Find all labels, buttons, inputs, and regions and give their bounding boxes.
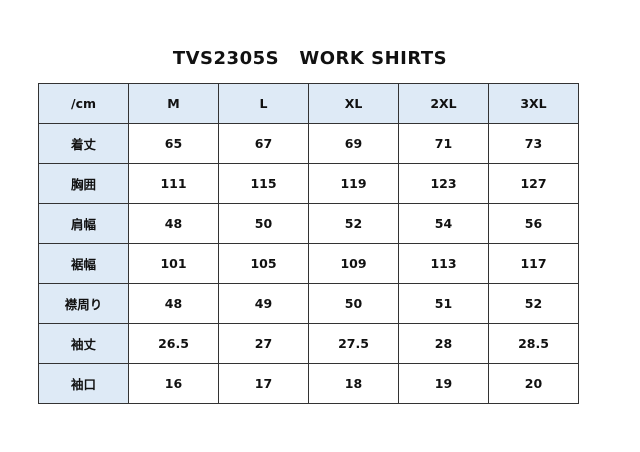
measurement-cell: 117	[488, 243, 579, 284]
table-row: 着丈 65 67 69 71 73	[38, 123, 579, 164]
measurement-cell: 16	[128, 363, 219, 404]
measurement-cell: 56	[488, 203, 579, 244]
measurement-cell: 69	[308, 123, 399, 164]
table-row: 裾幅 101 105 109 113 117	[38, 243, 579, 284]
size-header: M	[128, 83, 219, 124]
measurement-cell: 28	[398, 323, 489, 364]
row-label: 袖丈	[38, 323, 129, 364]
measurement-cell: 101	[128, 243, 219, 284]
measurement-cell: 17	[218, 363, 309, 404]
measurement-cell: 49	[218, 283, 309, 324]
row-label: 肩幅	[38, 203, 129, 244]
measurement-cell: 65	[128, 123, 219, 164]
row-label: 着丈	[38, 123, 129, 164]
measurement-cell: 48	[128, 283, 219, 324]
size-table: /cm M L XL 2XL 3XL 着丈 65 67 69 71 73 胸囲 111 115 119 123 1…	[38, 83, 579, 404]
row-label: 袖口	[38, 363, 129, 404]
unit-header: /cm	[38, 83, 129, 124]
measurement-cell: 28.5	[488, 323, 579, 364]
measurement-cell: 73	[488, 123, 579, 164]
measurement-cell: 71	[398, 123, 489, 164]
size-header: XL	[308, 83, 399, 124]
measurement-cell: 127	[488, 163, 579, 204]
measurement-cell: 26.5	[128, 323, 219, 364]
measurement-cell: 119	[308, 163, 399, 204]
table-row: 胸囲 111 115 119 123 127	[38, 163, 579, 204]
measurement-cell: 50	[218, 203, 309, 244]
row-label: 裾幅	[38, 243, 129, 284]
measurement-cell: 19	[398, 363, 489, 404]
measurement-cell: 67	[218, 123, 309, 164]
size-header: 2XL	[398, 83, 489, 124]
header-row: /cm M L XL 2XL 3XL	[38, 83, 579, 124]
measurement-cell: 27.5	[308, 323, 399, 364]
table-row: 袖口 16 17 18 19 20	[38, 363, 579, 404]
measurement-cell: 48	[128, 203, 219, 244]
measurement-cell: 52	[308, 203, 399, 244]
measurement-cell: 105	[218, 243, 309, 284]
measurement-cell: 123	[398, 163, 489, 204]
measurement-cell: 115	[218, 163, 309, 204]
measurement-cell: 51	[398, 283, 489, 324]
page-title: TVS2305S WORK SHIRTS	[172, 48, 448, 69]
table-row: 襟周り 48 49 50 51 52	[38, 283, 579, 324]
measurement-cell: 20	[488, 363, 579, 404]
measurement-cell: 109	[308, 243, 399, 284]
row-label: 襟周り	[38, 283, 129, 324]
measurement-cell: 52	[488, 283, 579, 324]
size-header: L	[218, 83, 309, 124]
measurement-cell: 18	[308, 363, 399, 404]
measurement-cell: 27	[218, 323, 309, 364]
measurement-cell: 113	[398, 243, 489, 284]
size-header: 3XL	[488, 83, 579, 124]
measurement-cell: 111	[128, 163, 219, 204]
measurement-cell: 50	[308, 283, 399, 324]
row-label: 胸囲	[38, 163, 129, 204]
measurement-cell: 54	[398, 203, 489, 244]
table-row: 肩幅 48 50 52 54 56	[38, 203, 579, 244]
table-row: 袖丈 26.5 27 27.5 28 28.5	[38, 323, 579, 364]
